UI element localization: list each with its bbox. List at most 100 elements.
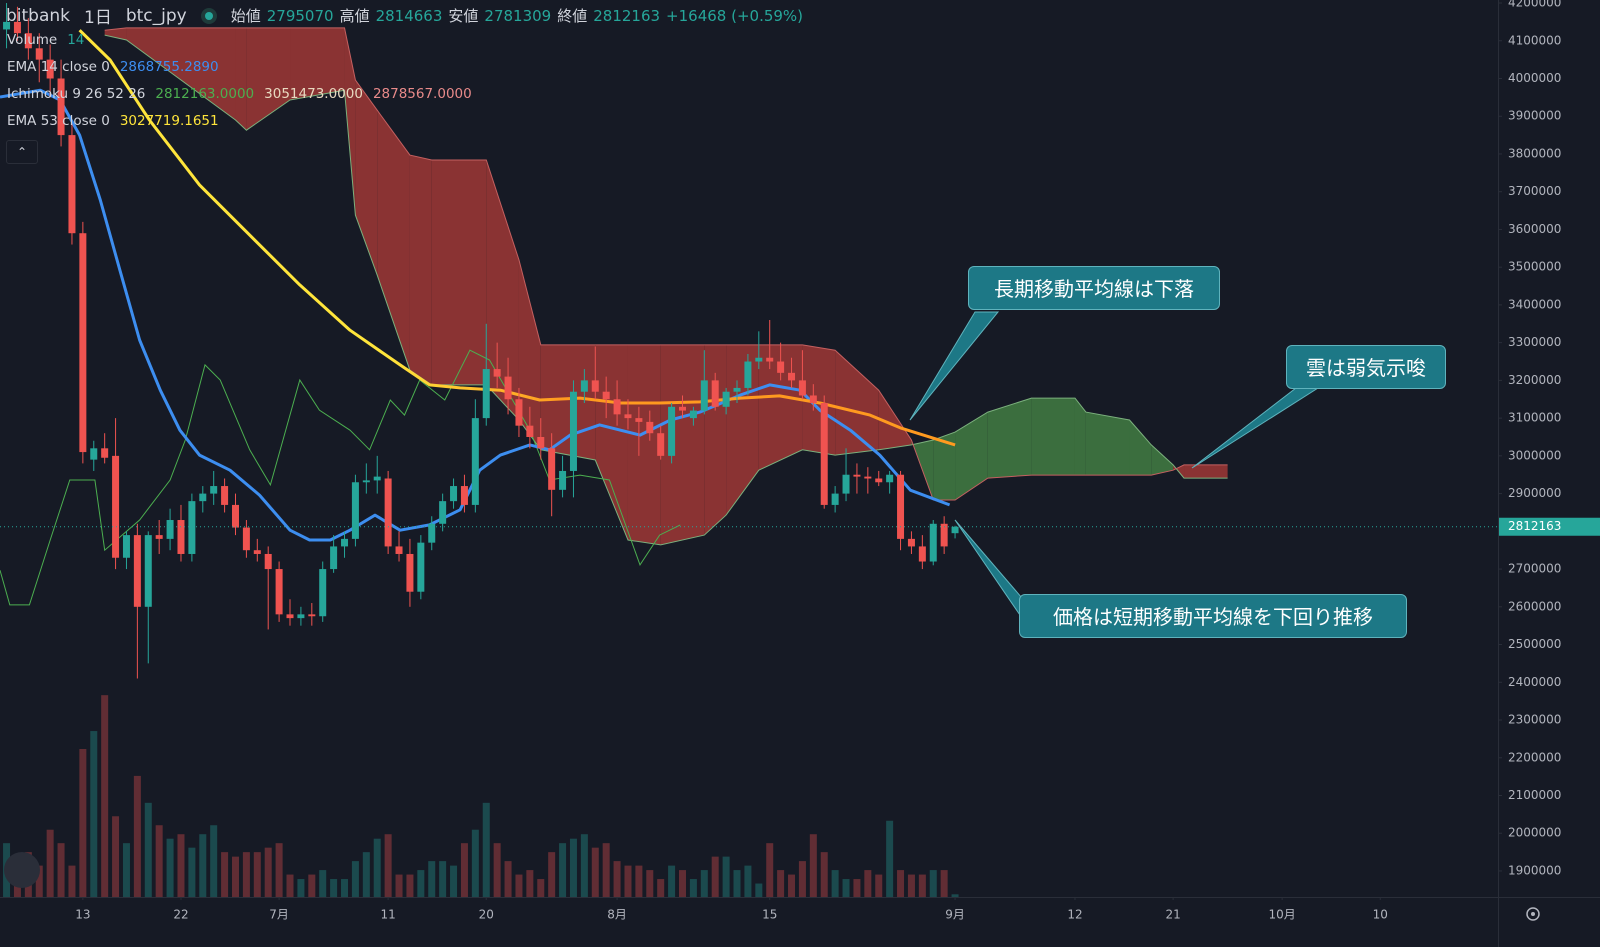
candle-body xyxy=(951,526,959,534)
cloud-segment xyxy=(878,390,912,450)
candle-body xyxy=(351,482,359,539)
volume-bar xyxy=(122,843,130,897)
candle-body xyxy=(439,501,447,524)
candle-body xyxy=(918,546,926,562)
legend-row[interactable]: EMA 14 close 0 2868755.2890 xyxy=(6,59,220,75)
candle-body xyxy=(13,21,21,34)
volume-bar xyxy=(744,865,752,897)
cloud-segment xyxy=(290,27,345,101)
candle-body xyxy=(711,380,719,407)
candle-body xyxy=(68,135,76,234)
y-tick-label: 3800000 xyxy=(1508,146,1561,160)
settings-icon[interactable] xyxy=(1526,907,1540,921)
volume-bar xyxy=(886,820,894,897)
volume-bar xyxy=(57,843,65,897)
volume-bar xyxy=(569,838,577,897)
volume-bar xyxy=(439,861,447,897)
volume-bar xyxy=(482,802,490,897)
volume-bar xyxy=(112,816,120,897)
candle-body xyxy=(166,520,174,539)
legend-row[interactable]: Ichimoku 9 26 52 26 2812163.0000 3051473… xyxy=(6,86,473,102)
volume-bar xyxy=(177,834,185,897)
low-value: 2781309 xyxy=(484,6,552,25)
candle-body xyxy=(755,357,763,362)
legend-row[interactable]: EMA 53 close 0 3027719.1651 xyxy=(6,113,220,129)
volume-bar xyxy=(297,879,305,897)
candle-body xyxy=(886,474,894,483)
volume-bar xyxy=(330,879,338,897)
legend-value: 14 xyxy=(67,32,85,48)
candle-body xyxy=(515,399,523,426)
candle-body xyxy=(689,410,697,419)
logo[interactable] xyxy=(4,852,40,888)
exchange: bitbank xyxy=(6,5,71,26)
legend-name: Volume xyxy=(7,32,58,48)
legend-value: 2868755.2890 xyxy=(119,59,219,75)
legend-value: 2812163.0000 xyxy=(155,86,255,102)
volume-bar xyxy=(940,870,948,897)
y-tick-label: 3900000 xyxy=(1508,109,1561,123)
close-value: 2812163 xyxy=(593,6,661,25)
x-tick-label: 7月 xyxy=(269,908,289,922)
volume-bar xyxy=(286,874,294,897)
candle-body xyxy=(231,504,239,528)
x-tick-label: 10月 xyxy=(1268,908,1295,922)
candle-body xyxy=(471,418,479,505)
candle-body xyxy=(504,376,512,400)
volume-bar xyxy=(166,838,174,897)
legend-value: 3051473.0000 xyxy=(264,86,363,102)
candle-body xyxy=(493,369,501,377)
volume-bar xyxy=(231,856,239,897)
collapse-button[interactable]: ⌃ xyxy=(6,140,38,164)
candle-body xyxy=(460,486,468,505)
symbol[interactable]: btc_jpy xyxy=(125,5,187,26)
candle-body xyxy=(112,455,120,558)
candle-body xyxy=(177,520,185,554)
volume-bar xyxy=(678,870,686,897)
candle-body xyxy=(242,527,250,551)
y-tick-label: 2600000 xyxy=(1508,599,1561,613)
cloud-segment xyxy=(1184,464,1228,479)
volume-bar xyxy=(46,829,54,897)
x-tick-label: 15 xyxy=(762,908,777,922)
candle-body xyxy=(286,614,294,619)
candle-body xyxy=(122,535,130,558)
close-label: 終値 xyxy=(557,7,588,25)
interval[interactable]: 1日 xyxy=(84,8,112,28)
cloud-segment xyxy=(1151,444,1174,476)
x-tick-label: 10 xyxy=(1373,908,1388,922)
cloud-layer xyxy=(104,27,1228,546)
volume-bar xyxy=(450,865,458,897)
x-tick-label: 8月 xyxy=(607,908,627,922)
candle-body xyxy=(308,614,316,617)
candle-body xyxy=(853,474,861,477)
volume-bar xyxy=(275,843,283,897)
volume-bar xyxy=(373,838,381,897)
last-price-box xyxy=(1499,517,1600,536)
candle-body xyxy=(580,380,588,392)
volume-bar xyxy=(493,843,501,897)
volume-bar xyxy=(210,825,218,897)
legend-row[interactable]: Volume 14 xyxy=(6,32,85,48)
x-tick-label: 21 xyxy=(1165,908,1180,922)
candle-body xyxy=(569,391,577,471)
candle-body xyxy=(766,357,774,362)
volume-bar xyxy=(548,852,556,897)
volume-bar xyxy=(199,834,207,897)
volume-bar xyxy=(591,847,599,897)
x-tick-label: 13 xyxy=(75,908,90,922)
candle-body xyxy=(559,470,567,490)
cloud-segment xyxy=(431,160,487,385)
annotation: 長期移動平均線は下落 xyxy=(968,266,1220,310)
candle-body xyxy=(341,538,349,547)
volume-bar xyxy=(460,843,468,897)
cloud-segment xyxy=(126,27,236,121)
volume-bar xyxy=(101,695,109,897)
volume-bar xyxy=(428,861,436,897)
candle-body xyxy=(929,523,937,562)
candles-layer xyxy=(3,3,959,679)
candle-body xyxy=(406,553,414,592)
candle-body xyxy=(820,403,828,505)
candle-body xyxy=(624,414,632,419)
